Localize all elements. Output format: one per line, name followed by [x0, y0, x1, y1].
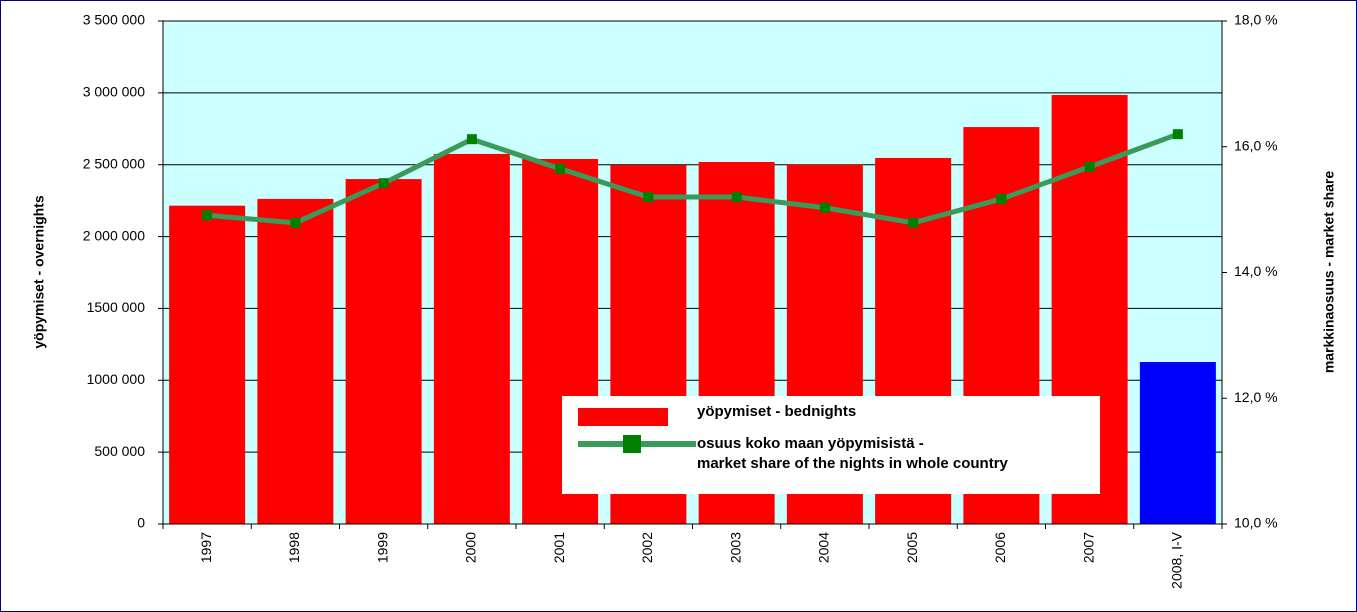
bar	[345, 179, 422, 525]
x-tick-label: 1997	[198, 532, 214, 563]
y2-axis-label: markkinaosuus - market share	[1321, 171, 1337, 374]
y2-tick-label: 14,0 %	[1234, 263, 1278, 279]
y-tick-label: 500 000	[94, 443, 145, 459]
legend-swatch	[578, 408, 668, 426]
marker	[555, 163, 566, 174]
y-tick-label: 3 500 000	[83, 12, 145, 28]
x-tick-label: 2003	[727, 532, 743, 563]
marker	[908, 217, 919, 228]
x-tick-label: 2002	[639, 532, 655, 563]
marker	[996, 193, 1007, 204]
y2-tick-label: 18,0 %	[1234, 12, 1278, 28]
marker	[290, 217, 301, 228]
legend-label: yöpymiset - bednights	[697, 403, 857, 420]
y-tick-label: 2 500 000	[83, 155, 145, 171]
x-tick-label: 2007	[1080, 532, 1096, 563]
x-tick-label: 1998	[286, 532, 302, 563]
legend: yöpymiset - bednights osuus koko maan yöp…	[562, 396, 1100, 494]
x-tick-label: 1999	[374, 532, 390, 563]
y2-tick-label: 16,0 %	[1234, 137, 1278, 153]
legend-label: osuus koko maan yöpymisistä - market sha…	[697, 435, 1008, 472]
y-tick-label: 0	[137, 515, 145, 531]
x-tick-label: 2001	[551, 532, 567, 563]
marker	[378, 178, 389, 189]
y-tick-label: 3 000 000	[83, 84, 145, 100]
marker	[466, 134, 477, 145]
marker	[819, 202, 830, 213]
y2-tick-label: 10,0 %	[1234, 515, 1278, 531]
y-tick-label: 2 000 000	[83, 227, 145, 243]
x-tick-label: 2008, I-V	[1169, 531, 1185, 588]
marker	[643, 192, 654, 203]
y2-tick-label: 12,0 %	[1234, 389, 1278, 405]
bar	[257, 198, 334, 525]
y-tick-label: 1000 000	[87, 371, 146, 387]
marker	[731, 192, 742, 203]
x-tick-label: 2000	[463, 532, 479, 563]
y-tick-label: 1500 000	[87, 299, 146, 315]
marker	[202, 210, 213, 221]
x-tick-label: 2004	[816, 532, 832, 563]
legend-marker	[623, 435, 641, 453]
bar	[1139, 362, 1216, 524]
marker	[1172, 129, 1183, 140]
bar	[433, 153, 510, 524]
y-axis-label: yöpymiset - overnights	[31, 195, 47, 348]
bar	[169, 205, 246, 524]
line	[206, 131, 1179, 226]
x-tick-label: 2006	[992, 532, 1008, 563]
x-tick-label: 2005	[904, 532, 920, 563]
marker	[1084, 161, 1095, 172]
